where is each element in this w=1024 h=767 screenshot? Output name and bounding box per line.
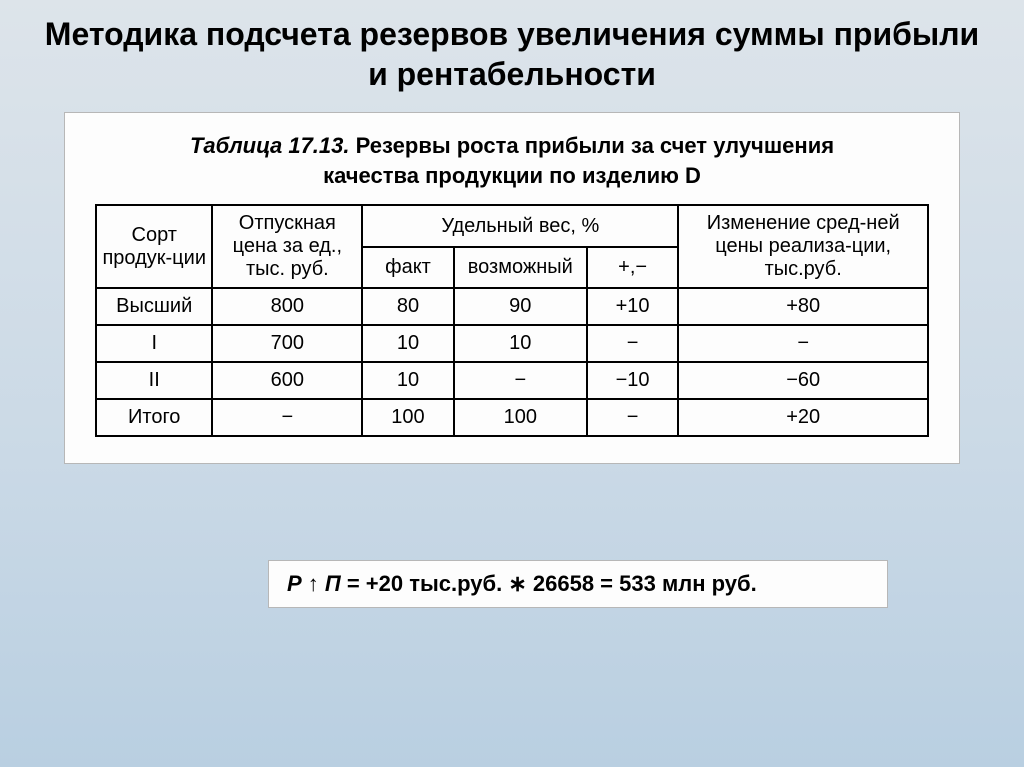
cell-change: −60 (678, 362, 928, 399)
header-row-1: Сорт продук-ции Отпускная цена за ед., т… (96, 205, 928, 247)
cell-price: − (212, 399, 362, 436)
cell-fact: 80 (362, 288, 454, 325)
cell-price: 600 (212, 362, 362, 399)
hdr-fact: факт (362, 247, 454, 289)
cell-fact: 10 (362, 362, 454, 399)
table-row-total: Итого − 100 100 − +20 (96, 399, 928, 436)
table-caption-line1: Резервы роста прибыли за счет улучшения (356, 133, 834, 158)
cell-fact: 10 (362, 325, 454, 362)
cell-fact: 100 (362, 399, 454, 436)
cell-delta: −10 (587, 362, 679, 399)
cell-delta: +10 (587, 288, 679, 325)
hdr-price: Отпускная цена за ед., тыс. руб. (212, 205, 362, 288)
cell-delta: − (587, 325, 679, 362)
table-caption-line2: качества продукции по изделию D (323, 163, 701, 188)
cell-price: 800 (212, 288, 362, 325)
cell-delta: − (587, 399, 679, 436)
cell-price: 700 (212, 325, 362, 362)
table-row: Высший 800 80 90 +10 +80 (96, 288, 928, 325)
cell-poss: 10 (454, 325, 587, 362)
slide-title: Методика подсчета резервов увеличения су… (40, 14, 984, 94)
cell-sort: II (96, 362, 212, 399)
table-caption: Таблица 17.13. Резервы роста прибыли за … (95, 131, 929, 190)
table-number: Таблица 17.13. (190, 133, 350, 158)
cell-change: +80 (678, 288, 928, 325)
formula-lhs: Р ↑ П (287, 571, 341, 596)
hdr-change: Изменение сред-ней цены реализа-ции, тыс… (678, 205, 928, 288)
formula-rhs: = +20 тыс.руб. ∗ 26658 = 533 млн руб. (341, 571, 757, 596)
cell-sort: I (96, 325, 212, 362)
hdr-sort: Сорт продук-ции (96, 205, 212, 288)
slide-title-container: Методика подсчета резервов увеличения су… (0, 0, 1024, 104)
hdr-weight-group: Удельный вес, % (362, 205, 678, 247)
formula-panel: Р ↑ П = +20 тыс.руб. ∗ 26658 = 533 млн р… (268, 560, 888, 608)
cell-poss: 100 (454, 399, 587, 436)
cell-change: +20 (678, 399, 928, 436)
cell-sort: Итого (96, 399, 212, 436)
cell-sort: Высший (96, 288, 212, 325)
table-row: I 700 10 10 − − (96, 325, 928, 362)
hdr-poss: возможный (454, 247, 587, 289)
table-row: II 600 10 − −10 −60 (96, 362, 928, 399)
cell-poss: − (454, 362, 587, 399)
table-panel: Таблица 17.13. Резервы роста прибыли за … (64, 112, 960, 464)
cell-poss: 90 (454, 288, 587, 325)
cell-change: − (678, 325, 928, 362)
hdr-delta: +,− (587, 247, 679, 289)
data-table: Сорт продук-ции Отпускная цена за ед., т… (95, 204, 929, 437)
